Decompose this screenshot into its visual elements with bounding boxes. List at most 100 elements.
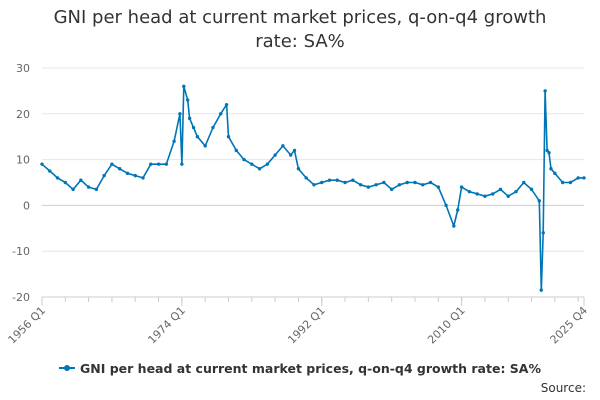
data-point bbox=[141, 176, 145, 180]
series-line bbox=[41, 85, 584, 291]
data-point bbox=[86, 185, 91, 189]
data-point bbox=[413, 180, 417, 185]
legend[interactable]: GNI per head at current market prices, q… bbox=[0, 361, 600, 376]
data-point bbox=[250, 162, 254, 166]
data-point bbox=[273, 153, 277, 157]
data-point bbox=[187, 116, 192, 121]
data-point bbox=[568, 180, 573, 185]
data-point bbox=[397, 183, 402, 187]
y-tick-label: 20 bbox=[16, 108, 30, 121]
data-point bbox=[553, 171, 557, 176]
data-point bbox=[125, 171, 130, 176]
data-point bbox=[312, 183, 316, 187]
data-point bbox=[182, 84, 186, 89]
data-point bbox=[195, 135, 200, 139]
data-point bbox=[582, 176, 586, 180]
data-point bbox=[335, 178, 339, 182]
data-point bbox=[71, 187, 75, 192]
data-point bbox=[374, 183, 378, 187]
data-point bbox=[226, 135, 231, 139]
data-point bbox=[358, 183, 363, 187]
y-tick-label: 10 bbox=[16, 154, 30, 167]
data-point bbox=[118, 167, 122, 171]
data-point bbox=[547, 151, 551, 155]
data-point bbox=[490, 192, 495, 196]
data-point bbox=[219, 112, 223, 116]
data-point bbox=[180, 162, 184, 166]
data-point bbox=[543, 89, 547, 93]
data-point bbox=[185, 98, 190, 102]
data-point bbox=[405, 180, 409, 185]
data-point bbox=[529, 187, 534, 192]
x-tick-label: 2025 Q4 bbox=[548, 304, 591, 347]
grid-lines bbox=[42, 67, 584, 298]
data-point bbox=[498, 187, 503, 192]
data-point bbox=[444, 203, 448, 208]
data-point bbox=[110, 162, 114, 166]
data-point bbox=[539, 288, 543, 292]
data-point bbox=[452, 224, 456, 228]
data-point bbox=[296, 167, 301, 171]
data-point bbox=[211, 125, 215, 130]
legend-label: GNI per head at current market prices, q… bbox=[80, 361, 541, 376]
x-tick-label: 1974 Q1 bbox=[145, 304, 188, 347]
data-point bbox=[94, 187, 99, 192]
data-point bbox=[343, 180, 347, 185]
legend-line-marker-icon bbox=[59, 364, 75, 371]
data-point bbox=[421, 183, 425, 187]
data-point bbox=[475, 192, 479, 196]
data-point bbox=[560, 180, 565, 185]
data-point bbox=[79, 178, 83, 182]
data-point bbox=[545, 148, 549, 153]
y-tick-label: -20 bbox=[12, 291, 30, 304]
data-point bbox=[203, 144, 207, 148]
data-point bbox=[537, 199, 542, 203]
data-point bbox=[102, 173, 106, 178]
data-point bbox=[541, 231, 545, 235]
data-point bbox=[257, 167, 262, 171]
data-point bbox=[304, 176, 308, 180]
y-tick-label: 0 bbox=[23, 199, 30, 212]
data-point bbox=[224, 102, 229, 107]
data-point bbox=[40, 162, 44, 166]
data-point bbox=[514, 189, 518, 194]
data-point bbox=[320, 180, 324, 185]
data-point bbox=[459, 185, 464, 189]
data-point bbox=[191, 125, 196, 130]
data-point bbox=[467, 189, 472, 194]
data-point bbox=[549, 167, 553, 171]
data-point bbox=[483, 194, 487, 198]
data-point bbox=[382, 180, 386, 185]
data-point bbox=[351, 178, 355, 182]
data-point bbox=[178, 112, 182, 116]
data-point bbox=[288, 153, 293, 157]
y-tick-label: -10 bbox=[12, 245, 30, 258]
data-point bbox=[55, 176, 60, 180]
data-point bbox=[436, 185, 441, 189]
data-point bbox=[265, 162, 270, 166]
data-point bbox=[234, 148, 238, 153]
data-point bbox=[456, 208, 460, 212]
data-point bbox=[156, 162, 161, 166]
data-point bbox=[164, 162, 169, 166]
data-point bbox=[133, 173, 137, 178]
chart-title: GNI per head at current market prices, q… bbox=[53, 7, 547, 52]
data-point bbox=[389, 187, 394, 192]
data-point bbox=[292, 148, 297, 153]
y-tick-label: 30 bbox=[16, 62, 30, 75]
data-point bbox=[242, 157, 246, 162]
data-point bbox=[506, 194, 510, 198]
x-tick-label: 1992 Q1 bbox=[285, 304, 328, 347]
data-point bbox=[172, 139, 176, 143]
series-layer bbox=[40, 84, 586, 292]
axes: -20 -10 0 10 20 30 1956 Q1 1974 Q1 1992 Q1 2010 Q… bbox=[6, 62, 591, 346]
data-point bbox=[428, 180, 433, 185]
data-point bbox=[149, 162, 153, 166]
data-point bbox=[327, 178, 332, 182]
data-point bbox=[281, 144, 285, 148]
data-point bbox=[576, 176, 580, 180]
x-tick-label: 2010 Q1 bbox=[425, 304, 468, 347]
data-point bbox=[366, 185, 371, 189]
data-point bbox=[63, 180, 68, 185]
